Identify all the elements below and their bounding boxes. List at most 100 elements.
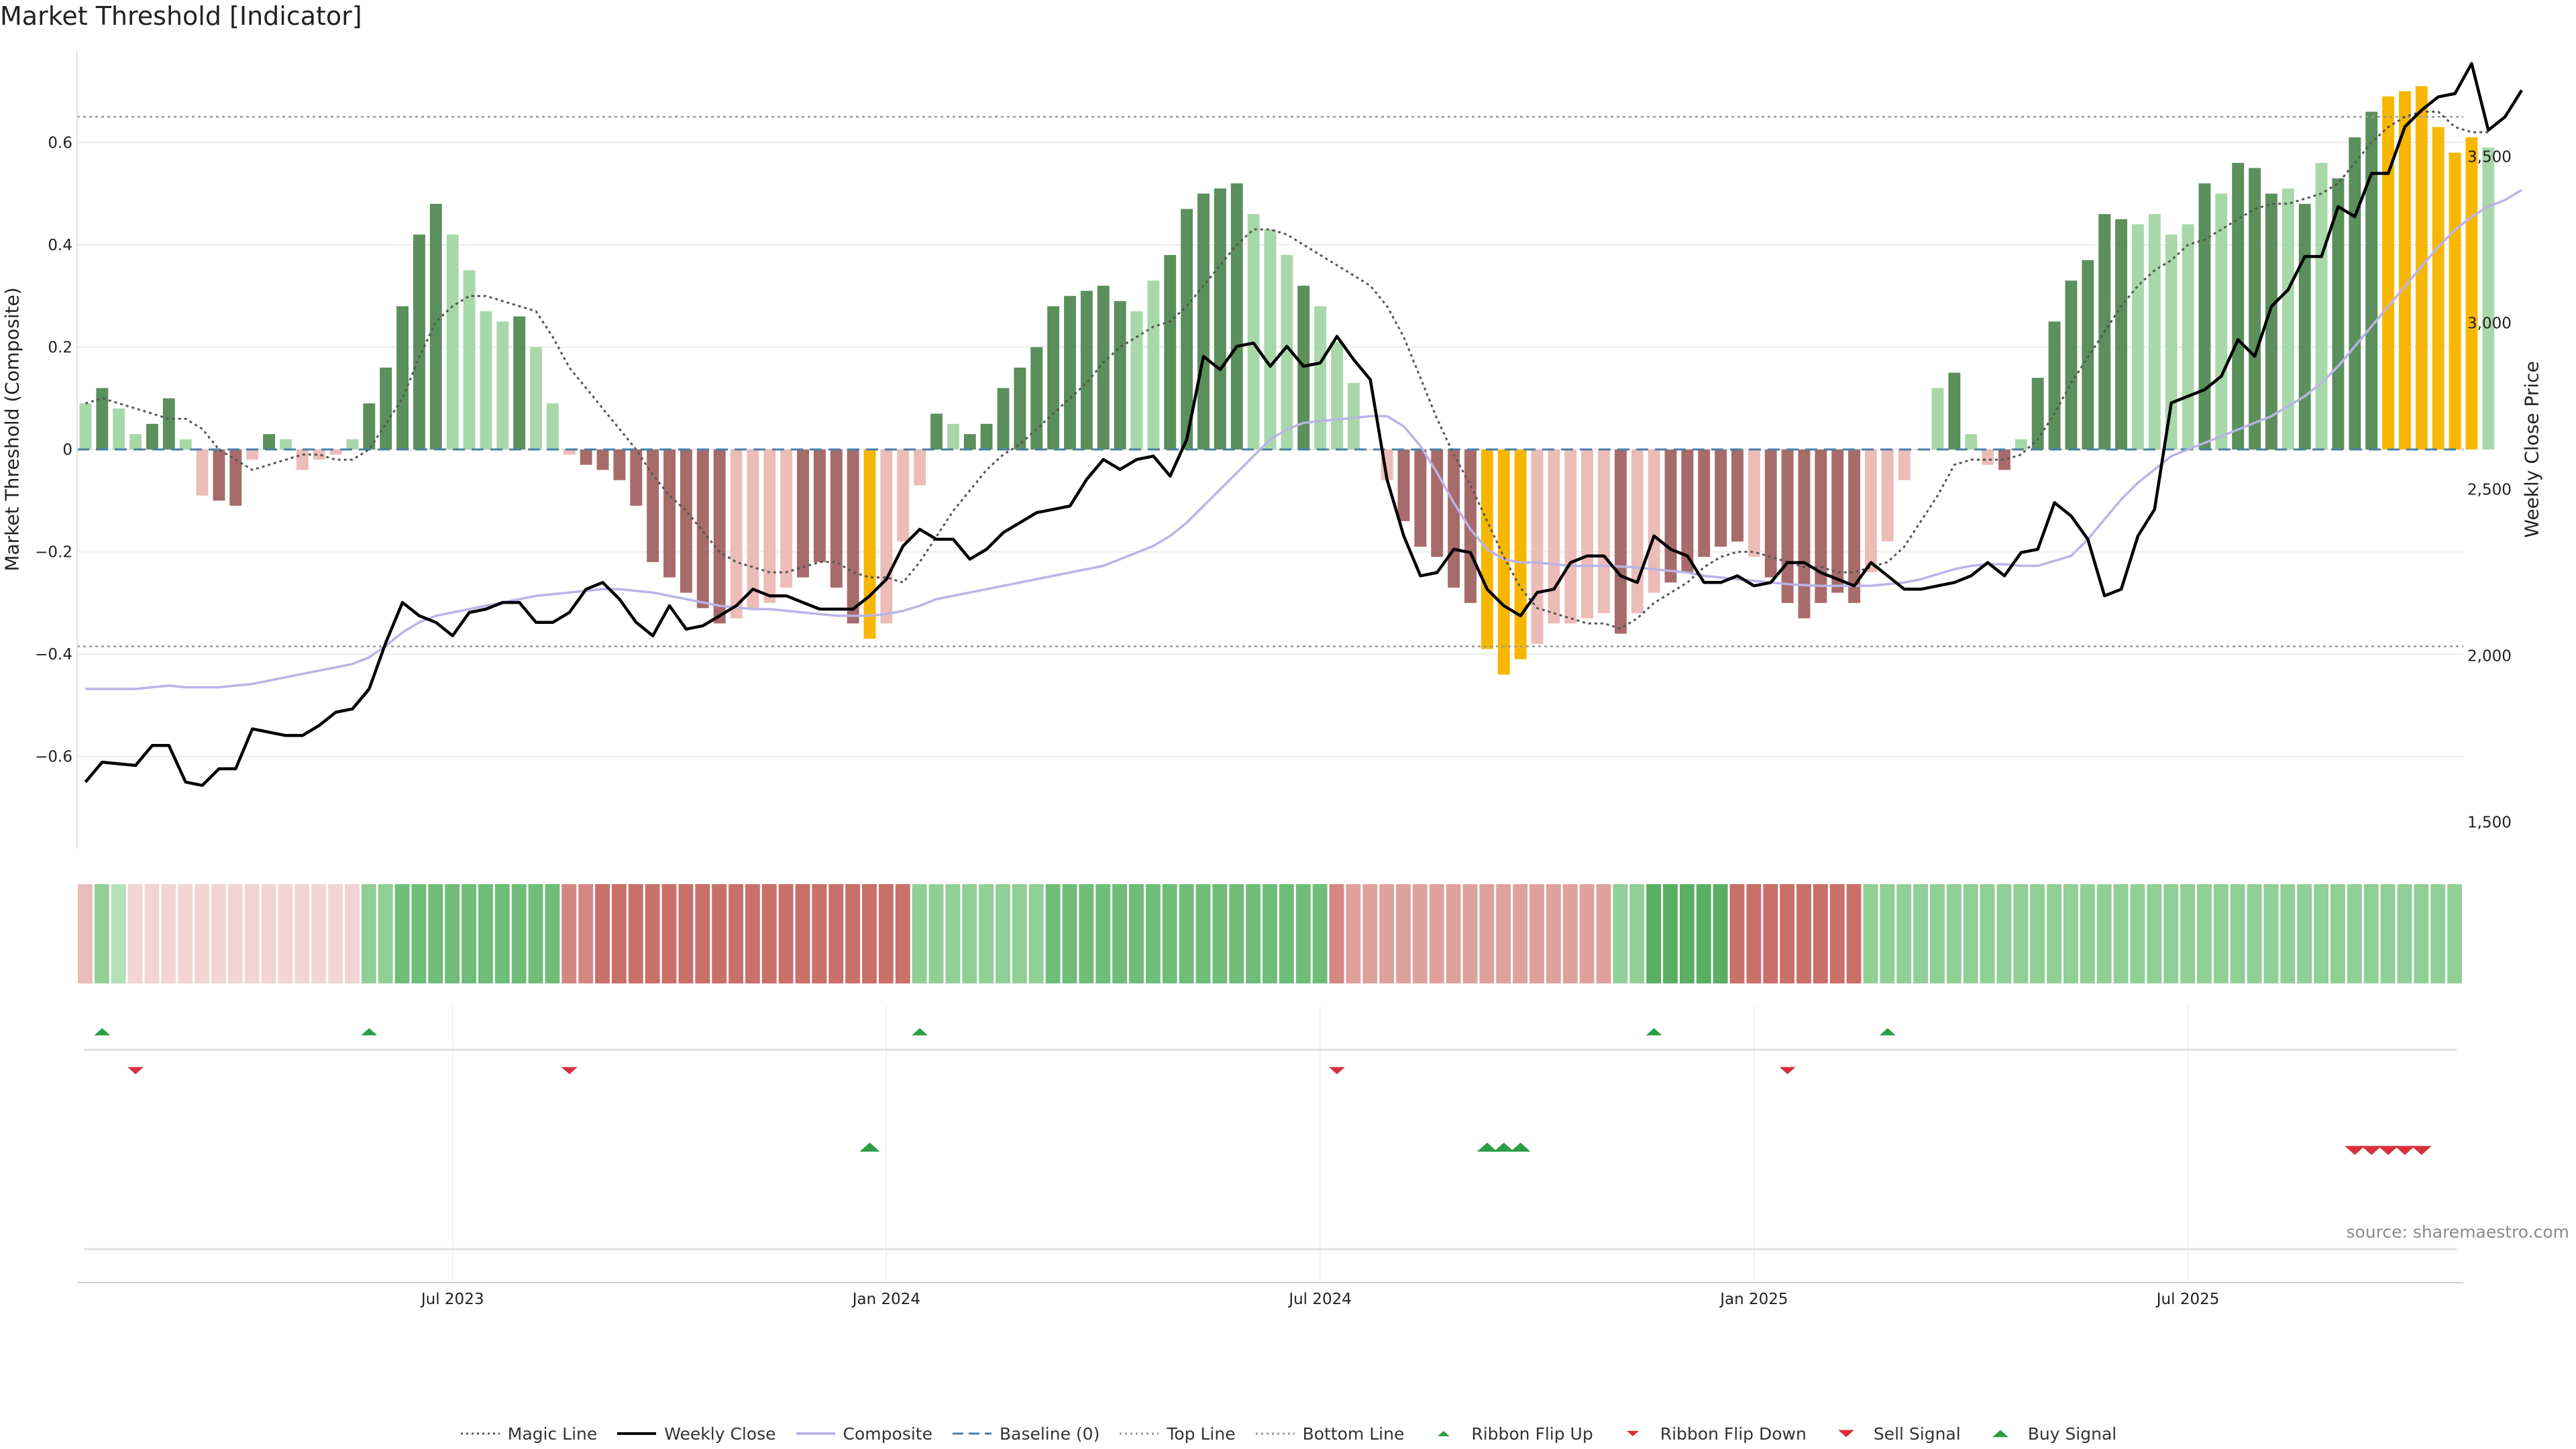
sell-signal-marker xyxy=(2361,1146,2382,1155)
histogram-bar xyxy=(2465,137,2478,449)
legend-item: Buy Signal xyxy=(1980,1424,2116,1444)
histogram-bar xyxy=(1064,296,1076,449)
histogram-bar xyxy=(1982,449,1994,465)
histogram-bar xyxy=(2265,193,2277,449)
ribbon-cell xyxy=(2414,884,2429,983)
legend-swatch-icon xyxy=(1255,1432,1295,1435)
ribbon-cell xyxy=(2247,884,2262,983)
histogram-bar xyxy=(1164,255,1177,449)
sell-signal-marker xyxy=(2394,1146,2415,1155)
ribbon-cell xyxy=(1329,884,1344,983)
histogram-bar xyxy=(596,449,609,470)
ribbon-cell xyxy=(344,884,360,983)
histogram-bar xyxy=(1648,449,1660,593)
ribbon-cell xyxy=(745,884,760,983)
histogram-bar xyxy=(1631,449,1644,614)
ribbon-cell xyxy=(1679,884,1695,983)
histogram-bar xyxy=(1798,449,1811,619)
ribbon-cell xyxy=(862,884,877,983)
ribbon-cell xyxy=(2013,884,2029,983)
histogram-bars xyxy=(79,86,2495,675)
ribbon-cell xyxy=(578,884,594,983)
ribbon-cell xyxy=(2330,884,2345,983)
histogram-bar xyxy=(2082,260,2094,449)
legend-label: Baseline (0) xyxy=(999,1424,1100,1444)
ribbon-cell xyxy=(1496,884,1511,983)
histogram-bar xyxy=(1698,449,1711,557)
weekly-close-line xyxy=(84,62,2524,788)
x-tick-label: Jan 2024 xyxy=(851,1291,920,1308)
ribbon-cell xyxy=(211,884,226,983)
y2-tick-label: 2,500 xyxy=(2467,482,2512,499)
ribbon-cell xyxy=(445,884,460,983)
histogram-bar xyxy=(1464,449,1477,603)
ribbon-cell xyxy=(1045,884,1061,983)
ribbon-cell xyxy=(1462,884,1478,983)
histogram-bar xyxy=(930,413,943,449)
ribbon-cell xyxy=(394,884,410,983)
ribbon-strip xyxy=(78,884,2462,983)
histogram-bar xyxy=(546,403,559,449)
histogram-bar xyxy=(446,234,459,449)
buy-signal-marker xyxy=(1477,1142,1497,1152)
histogram-bar xyxy=(229,449,242,506)
histogram-bar xyxy=(2198,183,2211,449)
histogram-bar xyxy=(313,449,325,460)
ribbon-cell xyxy=(328,884,343,983)
ribbon-cell xyxy=(2430,884,2446,983)
legend-item: Ribbon Flip Up xyxy=(1423,1424,1593,1444)
histogram-bar xyxy=(1230,183,1243,449)
histogram-bar xyxy=(96,388,109,449)
y-tick-label: −0.2 xyxy=(35,544,72,561)
histogram-bar xyxy=(997,388,1010,449)
ribbon-cell xyxy=(2280,884,2296,983)
buy-signal-marker xyxy=(1510,1142,1531,1152)
ribbon-cell xyxy=(278,884,293,983)
ribbon-cell xyxy=(1963,884,1978,983)
ribbon-cell xyxy=(311,884,327,983)
histogram-bar xyxy=(880,449,893,624)
histogram-bar xyxy=(2482,147,2495,449)
histogram-bar xyxy=(1898,449,1911,480)
histogram-bar xyxy=(2298,203,2311,449)
histogram-bar xyxy=(429,203,442,449)
histogram-bar xyxy=(2332,178,2345,449)
ribbon-cell xyxy=(511,884,527,983)
legend-label: Composite xyxy=(843,1424,932,1444)
ribbon-flip-down-marker xyxy=(561,1067,578,1075)
ribbon-cell xyxy=(962,884,977,983)
ribbon-cell xyxy=(1412,884,1428,983)
ribbon-cell xyxy=(1379,884,1395,983)
legend-item: Weekly Close xyxy=(616,1424,776,1444)
histogram-bar xyxy=(213,449,225,501)
ribbon-cell xyxy=(261,884,276,983)
histogram-bar xyxy=(480,311,492,449)
ribbon-cell xyxy=(828,884,844,983)
ribbon-cell xyxy=(595,884,610,983)
ribbon-cell xyxy=(729,884,743,983)
histogram-bar xyxy=(2182,224,2194,449)
histogram-bar xyxy=(1097,285,1110,449)
ribbon-cell xyxy=(611,884,627,983)
ribbon-cell xyxy=(1362,884,1378,983)
ribbon-cell xyxy=(645,884,660,983)
histogram-bar xyxy=(780,449,793,588)
ribbon-cell xyxy=(2297,884,2312,983)
ribbon-cell xyxy=(2096,884,2112,983)
histogram-bar xyxy=(1281,255,1293,449)
legend-swatch-icon xyxy=(1120,1432,1159,1435)
histogram-bar xyxy=(2282,188,2294,449)
histogram-bar xyxy=(1681,449,1694,573)
histogram-bar xyxy=(346,439,359,449)
histogram-bar xyxy=(630,449,643,506)
ribbon-flip-up-marker xyxy=(1646,1028,1662,1036)
ribbon-cell xyxy=(1012,884,1027,983)
ribbon-cell xyxy=(1913,884,1929,983)
ribbon-cell xyxy=(1062,884,1077,983)
histogram-bar xyxy=(1130,311,1143,449)
ribbon-cell xyxy=(94,884,109,983)
y-tick-label: 0.4 xyxy=(48,237,72,254)
histogram-bar xyxy=(2315,162,2328,450)
ribbon-cell xyxy=(1930,884,1945,983)
